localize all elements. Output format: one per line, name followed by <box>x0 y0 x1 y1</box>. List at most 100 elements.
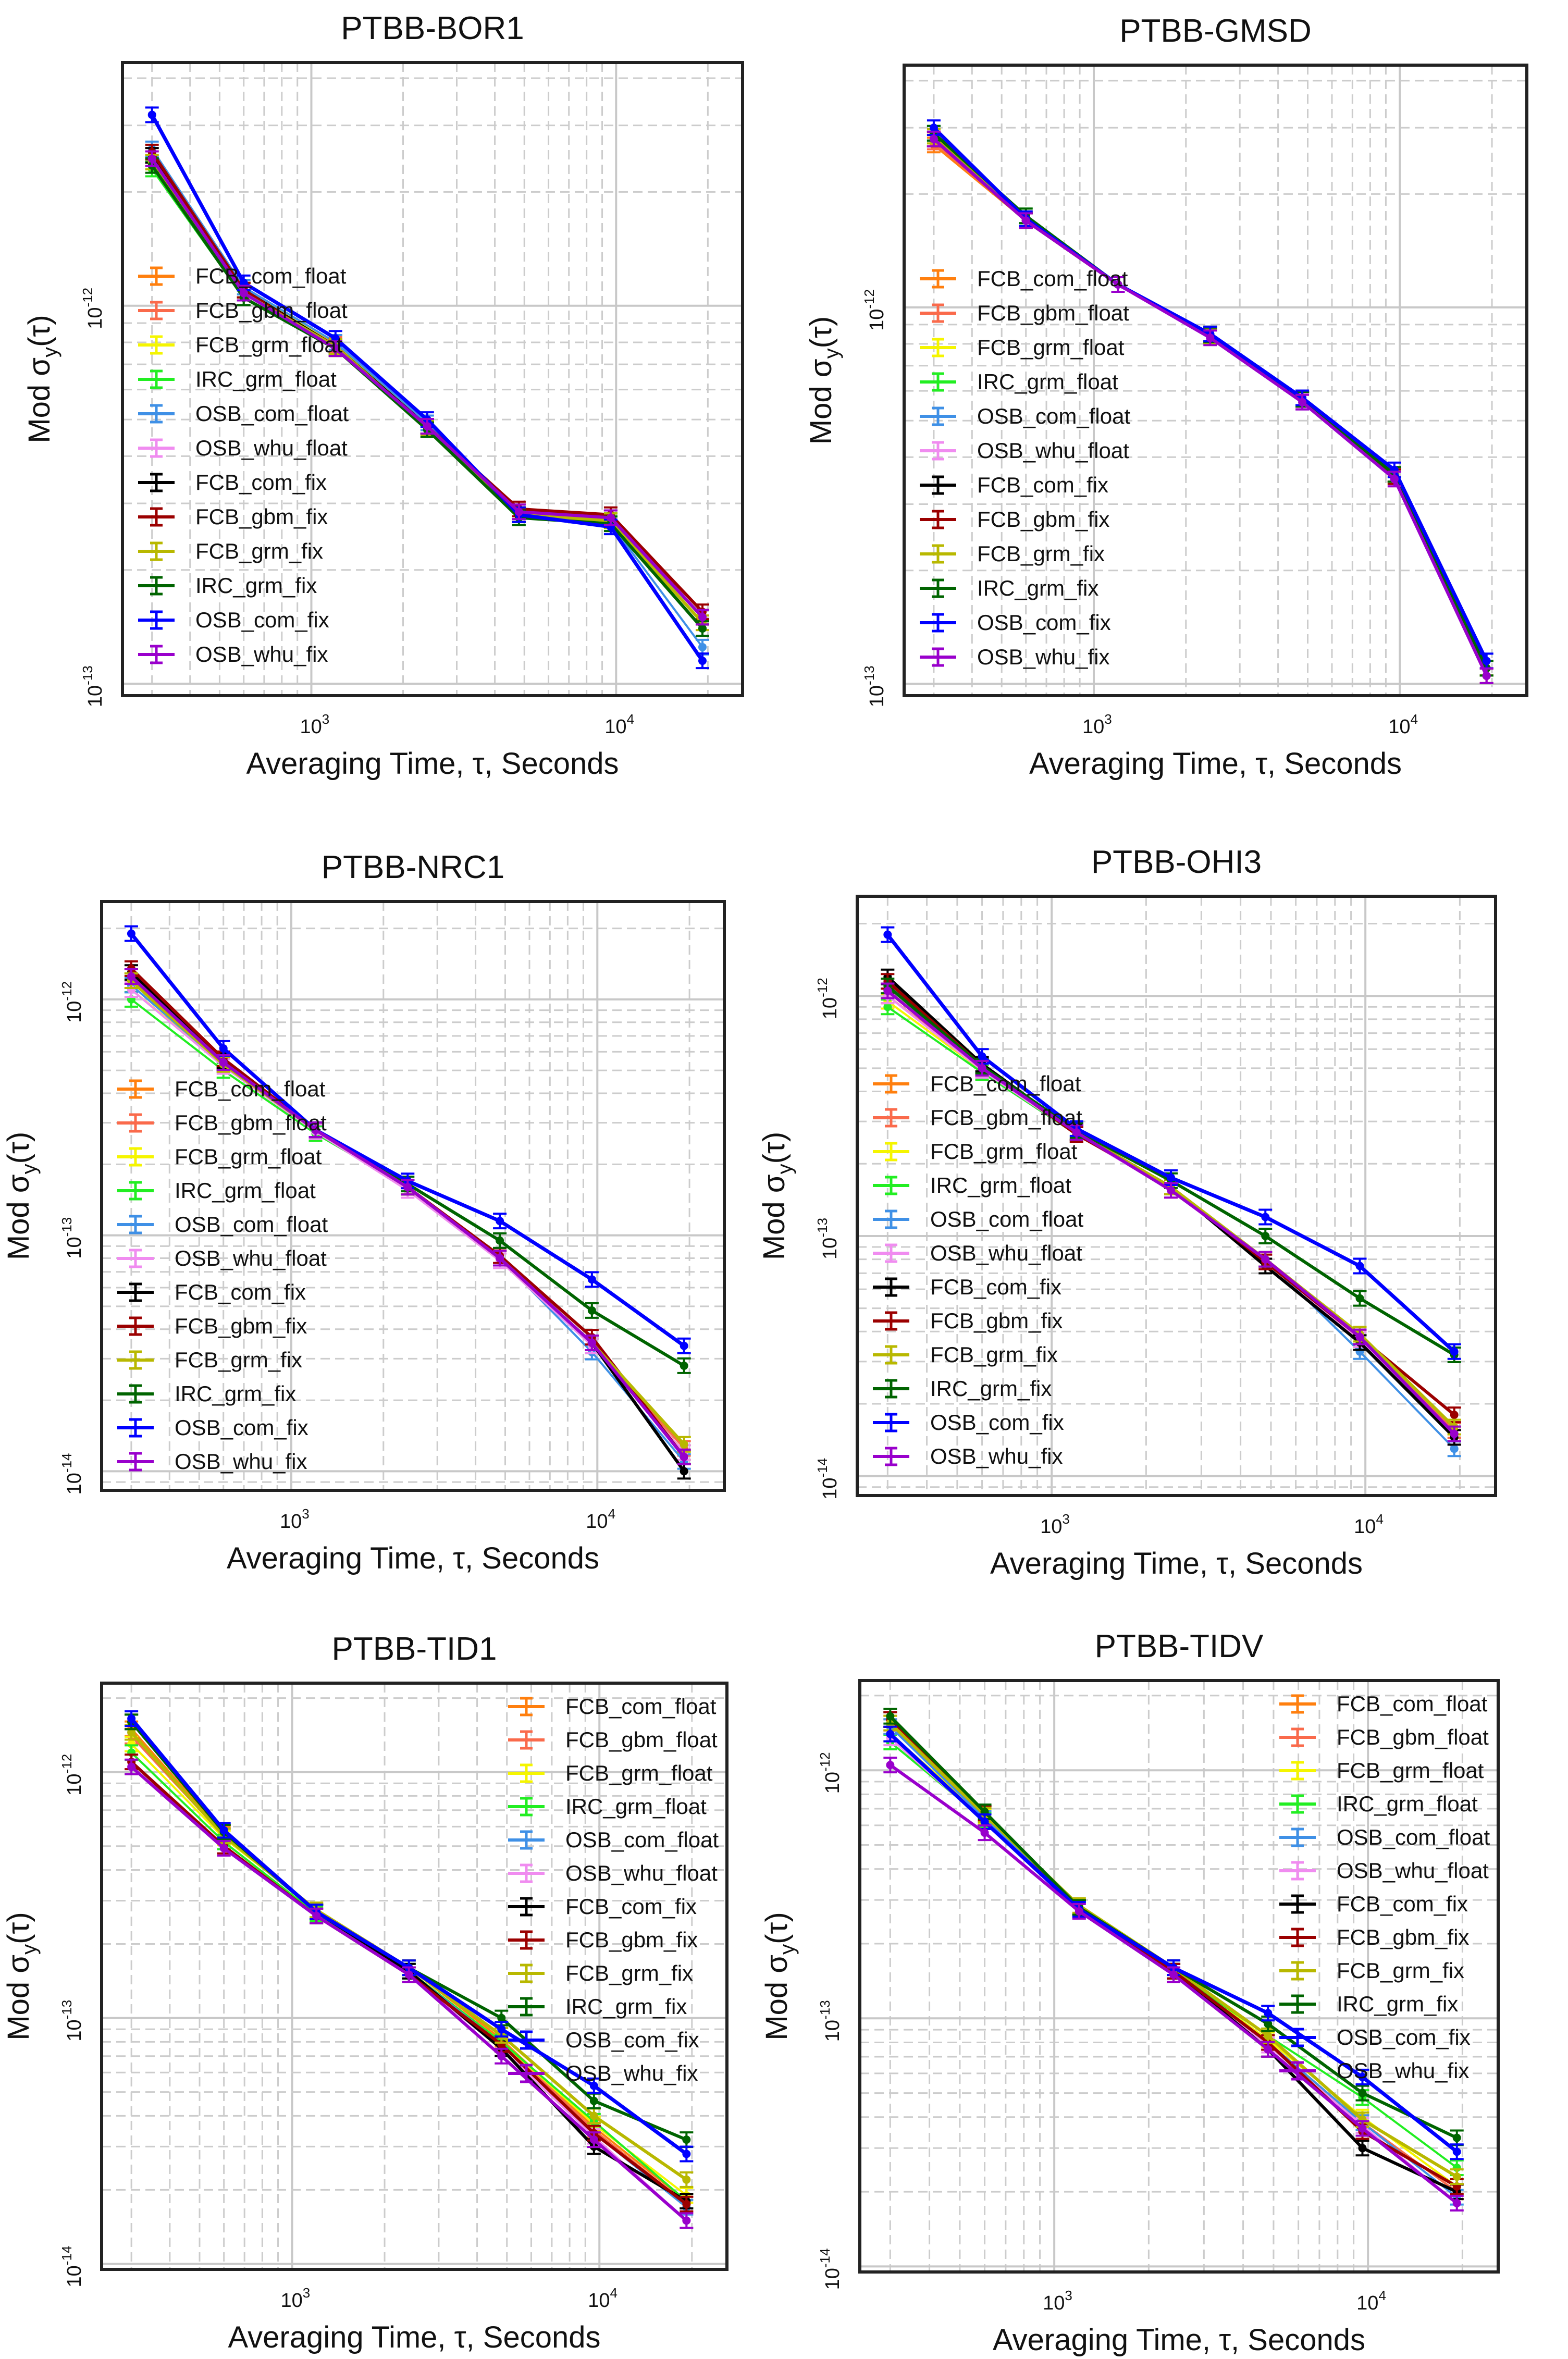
x-axis-label: Averaging Time, τ, Seconds <box>990 1547 1363 1580</box>
data-point <box>496 1254 504 1263</box>
data-point <box>883 1003 892 1011</box>
tick-label: 104 <box>586 1506 615 1533</box>
legend-item: IRC_grm_float <box>873 1173 1071 1197</box>
legend-label: FCB_gbm_fix <box>1337 1925 1469 1949</box>
legend-label: OSB_whu_float <box>175 1246 327 1270</box>
series-IRC_grm_float <box>145 160 709 637</box>
legend-item: FCB_gbm_fix <box>138 504 328 529</box>
legend-item: OSB_whu_float <box>873 1241 1082 1265</box>
tick-label: 103 <box>1082 711 1112 738</box>
legend-item: OSB_com_fix <box>138 608 329 632</box>
legend: FCB_com_float FCB_gbm_float FCB_grm_float I… <box>873 1071 1083 1468</box>
grid <box>860 1681 1498 2272</box>
legend-item: FCB_grm_fix <box>117 1348 302 1372</box>
legend-item: OSB_com_fix <box>508 2028 699 2052</box>
legend-item: OSB_com_fix <box>1279 2025 1471 2049</box>
legend-label: OSB_com_float <box>175 1212 328 1237</box>
legend-label: OSB_whu_fix <box>930 1444 1063 1468</box>
chart-panel-3: PTBB-NRC1 103 104 10-14 10-13 10-12 Averaging … <box>2 849 726 1575</box>
data-point <box>589 2135 598 2144</box>
legend-item: FCB_gbm_float <box>508 1727 718 1752</box>
x-axis-label: Averaging Time, τ, Seconds <box>228 2320 600 2354</box>
legend-label: OSB_whu_float <box>195 436 348 460</box>
tick-label: 10-13 <box>814 1218 841 1259</box>
series-line <box>151 148 703 648</box>
grid <box>904 65 1527 696</box>
legend-item: IRC_grm_fix <box>920 576 1098 600</box>
legend-label: OSB_com_fix <box>175 1415 308 1440</box>
data-point <box>883 930 892 939</box>
y-axis-label: Mod σy(τ) <box>757 1132 796 1260</box>
tick-label: 103 <box>1040 1511 1070 1538</box>
legend-item: FCB_com_float <box>138 264 347 288</box>
tick-label: 103 <box>280 1506 310 1533</box>
chart-panel-4: PTBB-OHI3 103 104 10-14 10-13 10-12 Averaging … <box>757 844 1497 1580</box>
data-point <box>514 508 523 516</box>
tick-label: 10-14 <box>817 2249 844 2290</box>
data-point <box>1358 2144 1367 2153</box>
y-axis-label: Mod σy(τ) <box>2 1912 41 2040</box>
legend-item: FCB_gbm_float <box>117 1110 327 1135</box>
legend-item: OSB_whu_float <box>117 1246 327 1270</box>
legend-label: FCB_gbm_float <box>977 301 1129 325</box>
data-point <box>496 1217 504 1226</box>
legend-label: OSB_com_fix <box>195 608 329 632</box>
data-point <box>331 344 340 353</box>
data-point <box>496 1236 504 1245</box>
data-point <box>1452 2133 1461 2142</box>
chart-title: PTBB-NRC1 <box>322 849 504 885</box>
data-point <box>698 643 707 651</box>
legend-item: OSB_com_float <box>117 1212 328 1237</box>
y-axis-label: Mod σy(τ) <box>22 315 61 443</box>
legend-item: OSB_whu_fix <box>117 1449 307 1474</box>
legend-item: FCB_grm_float <box>873 1139 1078 1164</box>
data-point <box>219 1844 228 1852</box>
grid <box>102 1683 727 2269</box>
legend-item: FCB_grm_float <box>138 332 343 357</box>
legend-item: OSB_whu_fix <box>508 2061 698 2085</box>
legend-label: FCB_gbm_float <box>930 1105 1082 1130</box>
data-point <box>682 2200 691 2208</box>
legend-item: OSB_com_float <box>508 1827 719 1852</box>
legend-label: OSB_com_float <box>930 1207 1083 1231</box>
data-point <box>423 422 431 430</box>
legend-label: IRC_grm_fix <box>195 573 317 598</box>
data-point <box>127 972 135 981</box>
legend-label: FCB_gbm_fix <box>930 1308 1063 1333</box>
data-point <box>1355 1332 1364 1341</box>
data-point <box>587 1339 596 1348</box>
legend-item: FCB_com_float <box>920 266 1128 291</box>
data-point <box>980 1818 989 1826</box>
data-point <box>1358 2072 1367 2081</box>
data-point <box>1167 1173 1176 1182</box>
legend-label: OSB_whu_fix <box>175 1449 307 1474</box>
legend-item: FCB_gbm_fix <box>1279 1925 1469 1949</box>
legend-label: FCB_grm_fix <box>565 1961 693 1985</box>
legend-item: OSB_com_float <box>920 404 1130 428</box>
data-point <box>589 2111 598 2120</box>
legend-item: FCB_grm_float <box>117 1144 322 1169</box>
tick-label: 10-12 <box>861 289 888 331</box>
legend-label: FCB_grm_fix <box>195 539 323 563</box>
legend-item: FCB_gbm_fix <box>508 1928 698 1952</box>
legend-label: FCB_gbm_fix <box>175 1314 307 1338</box>
legend-item: FCB_gbm_float <box>873 1105 1082 1130</box>
y-axis-label: Mod σy(τ) <box>760 1912 799 2040</box>
legend-label: OSB_com_float <box>565 1827 719 1852</box>
data-point <box>219 1044 228 1053</box>
chart-panel-6: PTBB-TIDV 103 104 10-14 10-13 10-12 Averaging … <box>760 1628 1500 2357</box>
legend-label: IRC_grm_fix <box>977 576 1098 600</box>
legend-item: OSB_com_float <box>138 401 349 426</box>
legend-item: FCB_com_fix <box>117 1280 306 1304</box>
legend-item: FCB_grm_fix <box>1279 1958 1464 1983</box>
chart-title: PTBB-OHI3 <box>1091 844 1262 880</box>
data-point <box>680 1440 688 1449</box>
legend-item: OSB_whu_fix <box>920 645 1109 669</box>
legend-label: FCB_gbm_float <box>175 1110 327 1135</box>
data-point <box>311 1126 320 1134</box>
legend-item: FCB_grm_fix <box>508 1961 693 1985</box>
legend-label: FCB_gbm_float <box>565 1727 718 1752</box>
data-point <box>1075 1907 1083 1916</box>
legend-item: FCB_grm_float <box>920 335 1125 360</box>
